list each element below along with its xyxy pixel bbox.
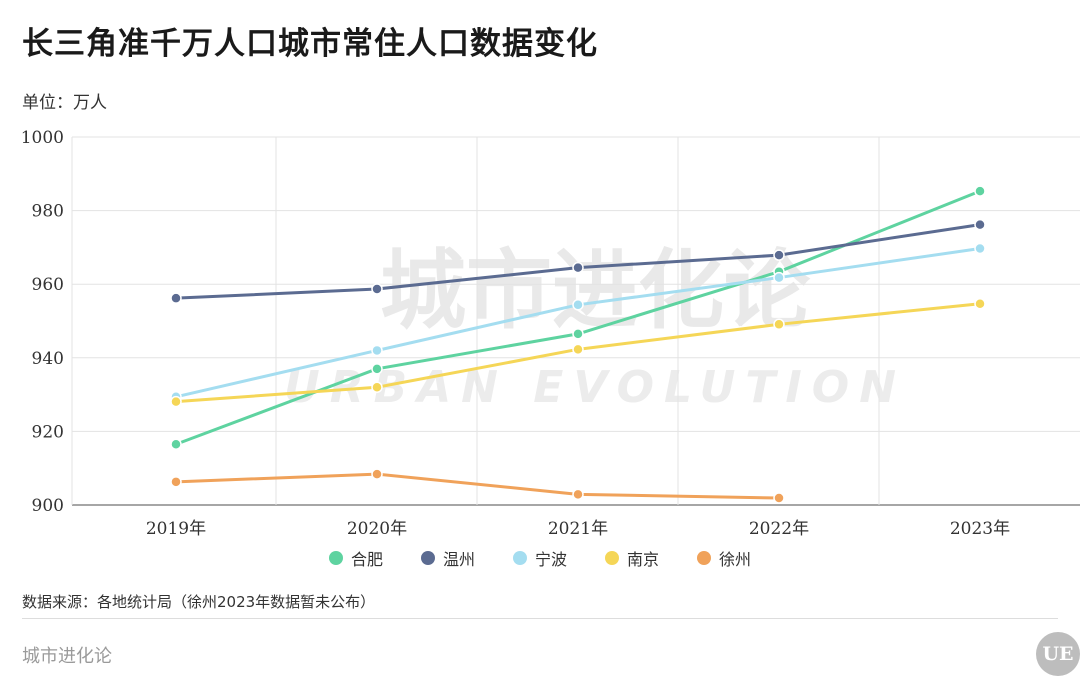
data-point (170, 395, 182, 408)
data-point (371, 468, 383, 480)
data-point (572, 343, 584, 356)
y-tick-label: 1000 (21, 128, 64, 148)
legend-item[interactable]: 合肥 (328, 546, 383, 570)
x-tick-label: 2023年 (950, 519, 1010, 539)
x-tick-label: 2020年 (347, 519, 407, 539)
watermark-en: URBAN EVOLUTION (284, 362, 906, 413)
series-line (175, 472, 780, 500)
data-point (371, 344, 383, 357)
y-tick-label: 980 (32, 202, 64, 222)
legend-item[interactable]: 南京 (605, 546, 659, 570)
y-axis: 900 920 940 960 980 1000 (21, 128, 64, 516)
unit-label: 单位：万人 (22, 93, 107, 113)
grid (71, 136, 1080, 506)
data-point (572, 488, 584, 501)
legend-marker (328, 551, 343, 565)
series-3 (170, 297, 986, 408)
data-point (572, 261, 584, 274)
series-1 (170, 218, 986, 304)
legend-marker (605, 551, 619, 565)
y-tick-label: 920 (32, 422, 64, 442)
data-point (572, 299, 584, 311)
chart-title: 长三角准千万人口城市常住人口数据变化 (22, 26, 598, 62)
data-point (371, 381, 383, 393)
legend-label: 徐州 (719, 550, 752, 569)
x-tick-label: 2019年 (146, 519, 206, 539)
x-axis: 2019年 2020年 2021年 2022年 2023年 (146, 519, 1010, 539)
legend-marker (512, 551, 527, 565)
legend: 合肥 温州 宁波 南京 徐州 (0, 546, 1080, 570)
y-tick-label: 960 (32, 275, 64, 295)
legend-item[interactable]: 宁波 (512, 546, 567, 570)
x-tick-label: 2022年 (749, 519, 809, 539)
data-point (773, 492, 785, 504)
legend-label: 南京 (627, 550, 660, 569)
legend-item[interactable]: 徐州 (697, 546, 751, 570)
legend-label: 宁波 (534, 550, 567, 569)
data-point (170, 476, 182, 488)
data-point (974, 185, 986, 197)
data-point (974, 242, 986, 255)
legend-label: 合肥 (350, 550, 383, 569)
data-point (974, 297, 986, 310)
x-tick-label: 2021年 (548, 519, 608, 539)
legend-item[interactable]: 温州 (420, 546, 475, 570)
data-point (572, 328, 584, 340)
y-tick-label: 940 (32, 349, 64, 369)
line-chart: 城市进化论 URBAN EVOLUTION 900 920 940 960 980 100… (21, 128, 1080, 539)
legend-marker (420, 551, 435, 565)
footer-brand: 城市进化论 (22, 646, 112, 667)
source-note: 数据来源：各地统计局（徐州2023年数据暂未公布） (22, 593, 376, 611)
legend-marker (697, 551, 712, 565)
series-group (170, 185, 986, 504)
y-tick-label: 900 (32, 496, 64, 516)
data-point (773, 249, 785, 261)
data-point (773, 271, 785, 284)
divider (22, 618, 1058, 619)
series-4 (170, 468, 785, 504)
data-point (170, 292, 182, 304)
brand-logo: UE (1036, 632, 1080, 676)
data-point (371, 283, 383, 295)
data-point (170, 438, 182, 451)
data-point (773, 318, 785, 331)
data-point (974, 218, 986, 231)
legend-label: 温州 (442, 550, 475, 569)
watermark: 城市进化论 URBAN EVOLUTION (284, 241, 906, 413)
data-point (371, 363, 383, 375)
